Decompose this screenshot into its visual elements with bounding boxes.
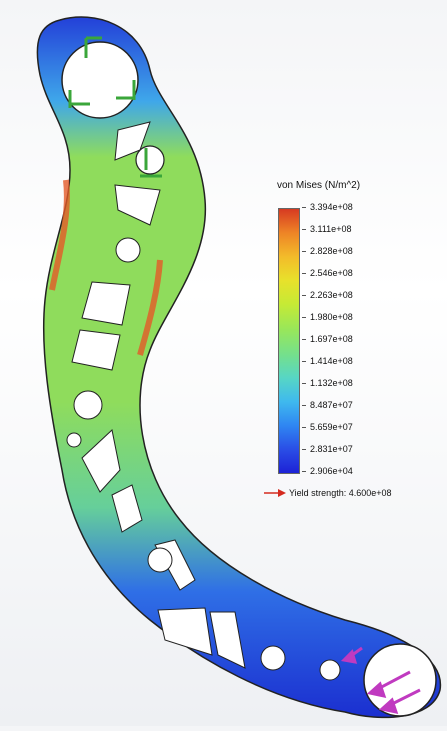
stress-legend: von Mises (N/m^2) 3.394e+08 3.111e+08 2.82… (264, 176, 444, 526)
legend-title: von Mises (N/m^2) (277, 180, 360, 191)
legend-tick-label: 8.487e+07 (302, 400, 353, 411)
legend-tick-label: 2.906e+04 (302, 466, 353, 477)
small-hole (74, 391, 102, 419)
small-hole (67, 433, 81, 447)
small-hole (116, 238, 140, 262)
legend-tick-label: 2.828e+08 (302, 246, 353, 257)
yield-strength-marker: Yield strength: 4.600e+08 (264, 488, 392, 498)
legend-tick-label: 3.111e+08 (302, 224, 351, 235)
legend-tick-label: 3.394e+08 (302, 202, 353, 213)
bottom-mount-hole[interactable] (364, 644, 436, 716)
yield-label: Yield strength: 4.600e+08 (289, 488, 392, 498)
top-mount-hole[interactable] (62, 42, 138, 118)
legend-tick-label: 1.697e+08 (302, 334, 353, 345)
legend-tick-label: 1.980e+08 (302, 312, 353, 323)
legend-tick-label: 2.546e+08 (302, 268, 353, 279)
small-hole (261, 646, 285, 670)
small-hole (320, 660, 340, 680)
legend-tick-label: 1.132e+08 (302, 378, 353, 389)
legend-tick-label: 1.414e+08 (302, 356, 353, 367)
legend-tick-label: 5.659e+07 (302, 422, 353, 433)
colorbar (278, 208, 300, 474)
small-hole (148, 548, 172, 572)
legend-tick-label: 2.831e+07 (302, 444, 353, 455)
yield-arrow-icon (264, 488, 286, 498)
cutout (158, 608, 212, 655)
legend-tick-label: 2.263e+08 (302, 290, 353, 301)
